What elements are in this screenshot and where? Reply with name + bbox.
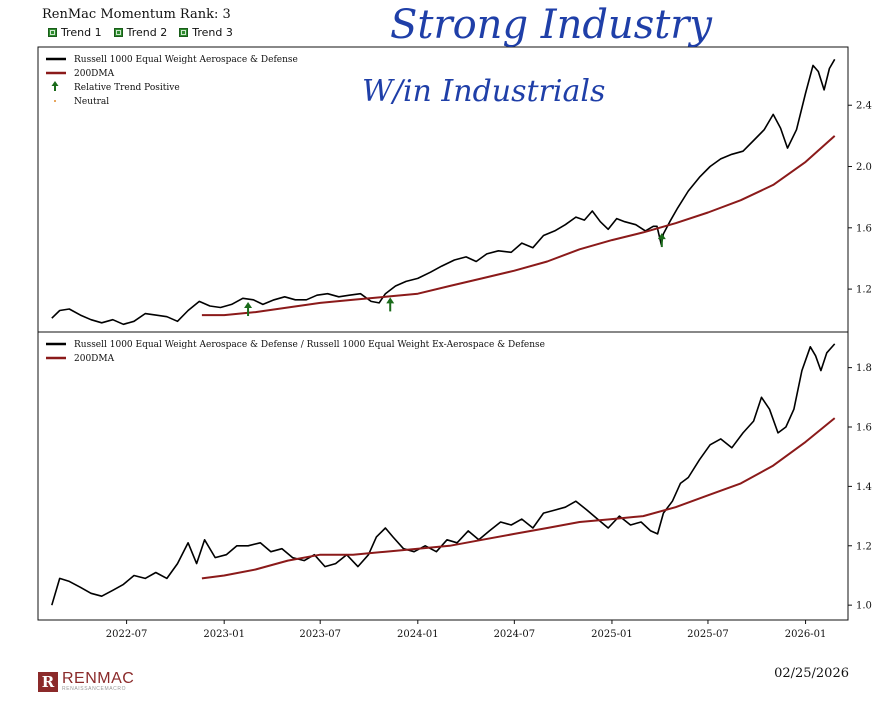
y-tick-label: 1.4: [856, 482, 872, 493]
trend-legend: Trend 1 Trend 2 Trend 3: [48, 26, 233, 39]
legend-dot-icon: [54, 100, 56, 102]
x-tick-label: 2025-07: [687, 629, 729, 640]
logo-subtitle: RENAISSANCEMACRO: [62, 686, 127, 692]
checkbox-icon: [113, 28, 123, 37]
y-tick-label: 2.4: [856, 101, 872, 112]
y-tick-label: 1.0: [856, 601, 872, 612]
momentum-rank-title: RenMac Momentum Rank: 3: [42, 7, 231, 22]
x-tick-label: 2024-01: [397, 629, 439, 640]
dma-series-line: [201, 417, 836, 580]
dma-series-line: [201, 135, 836, 317]
y-tick-label: 1.6: [856, 423, 872, 434]
legend-arrow-icon: [51, 81, 59, 86]
renmac-logo: R RENMAC RENAISSANCEMACRO: [38, 671, 134, 692]
x-tick-label: 2025-01: [591, 629, 633, 640]
x-tick-label: 2022-07: [106, 629, 148, 640]
trend-arrow-icon: [244, 302, 253, 309]
x-tick-label: 2026-01: [785, 629, 827, 640]
trend-legend-item-3: Trend 3: [179, 26, 233, 39]
checkbox-icon: [48, 28, 57, 37]
handwritten-annotation-2: W/in Industrials: [362, 74, 606, 109]
x-tick-label: 2024-07: [494, 629, 536, 640]
legend-label: Relative Trend Positive: [74, 83, 180, 93]
y-tick-label: 1.8: [856, 363, 872, 374]
legend-label: 200DMA: [74, 69, 115, 79]
price-series-line: [51, 58, 836, 326]
trend-label: Trend 3: [192, 26, 233, 39]
x-tick-label: 2023-01: [203, 629, 245, 640]
y-tick-label: 1.2: [856, 541, 872, 552]
trend-legend-item-1: Trend 1: [48, 26, 102, 39]
y-tick-label: 2.0: [856, 162, 872, 173]
trend-arrow-icon: [657, 233, 666, 240]
legend-label: Neutral: [74, 97, 109, 107]
legend-label: 200DMA: [74, 354, 115, 364]
price-series-line: [51, 343, 836, 606]
handwritten-annotation-1: Strong Industry: [390, 2, 713, 48]
logo-mark-icon: R: [38, 671, 58, 692]
y-tick-label: 1.2: [856, 285, 872, 296]
trend-arrow-icon: [386, 297, 395, 304]
trend-label: Trend 1: [61, 26, 102, 39]
legend-label: Russell 1000 Equal Weight Aerospace & De…: [74, 340, 545, 350]
plot-frame-2: [37, 331, 849, 621]
trend-label: Trend 2: [126, 26, 168, 39]
checkbox-icon: [179, 28, 189, 37]
report-date: 02/25/2026: [774, 666, 849, 681]
y-tick-label: 1.6: [856, 223, 872, 234]
trend-legend-item-2: Trend 2: [113, 26, 168, 39]
logo-name: RENMAC: [62, 670, 135, 687]
legend-label: Russell 1000 Equal Weight Aerospace & De…: [74, 55, 298, 65]
x-tick-label: 2023-07: [299, 629, 341, 640]
